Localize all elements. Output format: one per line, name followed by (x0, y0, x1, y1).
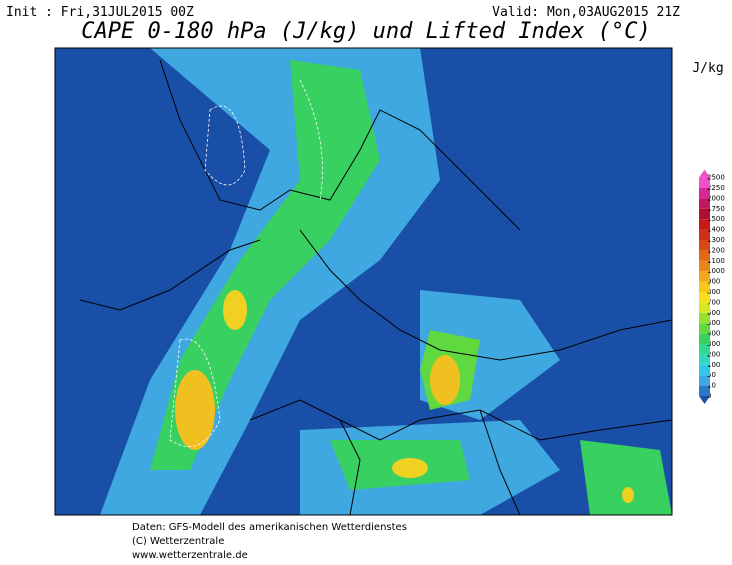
colorbar-label: 1100 (707, 257, 725, 265)
colorbar-swatch (699, 198, 710, 209)
colorbar-label: 1300 (707, 236, 725, 244)
colorbar-label: 2250 (707, 184, 725, 192)
colorbar-label: 10 (707, 382, 716, 390)
cape-area (175, 370, 215, 450)
colorbar-label: 50 (707, 371, 716, 379)
colorbar: 0105010020030040050060070080090010001100… (699, 169, 725, 404)
colorbar-arrow (699, 396, 710, 404)
colorbar-swatch (699, 364, 710, 376)
colorbar-swatch (699, 375, 710, 386)
colorbar-swatch (699, 219, 710, 230)
border (249, 399, 672, 441)
border (299, 229, 672, 361)
colorbar-swatch (699, 354, 710, 365)
map (54, 47, 673, 516)
colorbar-label: 1200 (707, 246, 725, 254)
colorbar-label: 2500 (707, 174, 725, 182)
footer-line: (C) Wetterzentrale (132, 536, 224, 547)
colorbar-swatch (699, 271, 710, 282)
colorbar-swatch (699, 312, 710, 324)
map-title: CAPE 0-180 hPa (J/kg) und Lifted Index (… (81, 19, 651, 44)
coastline (159, 59, 521, 231)
colorbar-label: 200 (707, 350, 720, 358)
isoline (169, 79, 323, 448)
colorbar-label: 1000 (707, 267, 725, 275)
colorbar-swatch (699, 260, 710, 272)
colorbar-label: 1400 (707, 226, 725, 234)
colorbar-label: 1500 (707, 215, 725, 223)
cape-area (392, 458, 428, 478)
footer-line: Daten: GFS-Modell des amerikanischen Wet… (132, 522, 407, 533)
colorbar-swatch (699, 208, 710, 220)
colorbar-label: 700 (707, 298, 720, 306)
colorbar-swatch (699, 323, 710, 334)
colorbar-label: 600 (707, 309, 720, 317)
border (339, 409, 521, 515)
colorbar-swatch (699, 240, 710, 251)
colorbar-label: 100 (707, 361, 720, 369)
colorbar-label: 2000 (707, 194, 725, 202)
colorbar-swatch (699, 385, 710, 396)
colorbar-swatch (699, 281, 710, 292)
legend-unit: J/kg (692, 61, 723, 76)
colorbar-label: 500 (707, 319, 720, 327)
colorbar-swatch (699, 188, 710, 199)
cape-area (430, 355, 460, 405)
colorbar-label: 900 (707, 278, 720, 286)
colorbar-swatch (699, 344, 710, 355)
colorbar-swatch (699, 333, 710, 344)
colorbar-swatch (699, 292, 710, 303)
colorbar-label: 300 (707, 340, 720, 348)
coastline (79, 239, 261, 311)
valid-time: Valid: Mon,03AUG2015 21Z (492, 5, 680, 20)
init-time: Init : Fri,31JUL2015 00Z (6, 5, 194, 20)
colorbar-label: 400 (707, 330, 720, 338)
colorbar-swatch (699, 229, 710, 240)
colorbar-swatch (699, 250, 710, 261)
map-frame (54, 47, 673, 516)
cape-area (622, 487, 634, 503)
cape-area (580, 440, 672, 515)
colorbar-label: 1750 (707, 205, 725, 213)
colorbar-arrow (699, 169, 710, 178)
colorbar-label: 800 (707, 288, 720, 296)
colorbar-swatch (699, 302, 710, 313)
cape-area (223, 290, 247, 330)
footer-line: www.wetterzentrale.de (132, 550, 248, 561)
colorbar-swatch (699, 177, 710, 188)
